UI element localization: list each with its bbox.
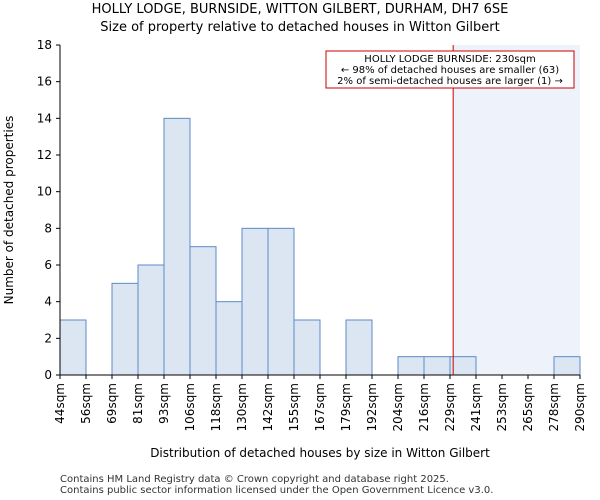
bar-118sqm — [215, 301, 243, 376]
bar-106sqm — [189, 246, 217, 376]
x-tick-label: 253sqm — [495, 383, 509, 431]
bar-216sqm — [423, 356, 451, 376]
x-tick-label: 106sqm — [183, 383, 197, 431]
x-tick-label: 229sqm — [443, 383, 457, 431]
x-tick-label: 69sqm — [105, 383, 119, 424]
bar-130sqm — [241, 227, 269, 376]
x-tick-label: 265sqm — [521, 383, 535, 431]
y-tick-label: 0 — [44, 368, 52, 382]
bar-81sqm — [137, 264, 165, 376]
x-tick-label: 241sqm — [469, 383, 483, 431]
x-tick-label: 81sqm — [131, 383, 145, 424]
y-tick-label: 10 — [37, 185, 52, 199]
bar-278sqm — [553, 356, 581, 376]
chart-title: HOLLY LODGE, BURNSIDE, WITTON GILBERT, D… — [91, 2, 509, 17]
bar-93sqm — [163, 117, 191, 376]
x-tick-label: 290sqm — [573, 383, 587, 431]
annotation-line-1: HOLLY LODGE BURNSIDE: 230sqm — [364, 54, 535, 65]
x-tick-label: 44sqm — [53, 383, 67, 424]
x-tick-label: 118sqm — [209, 383, 223, 431]
bar-179sqm — [345, 319, 373, 376]
x-axis-label: Distribution of detached houses by size … — [150, 446, 490, 460]
y-tick-label: 18 — [37, 38, 52, 52]
footer-copyright: Contains HM Land Registry data © Crown c… — [60, 474, 449, 485]
x-tick-label: 192sqm — [365, 383, 379, 431]
y-tick-label: 4 — [44, 295, 52, 309]
y-tick-label: 16 — [37, 75, 52, 89]
x-tick-label: 204sqm — [391, 383, 405, 431]
x-tick-label: 93sqm — [157, 383, 171, 424]
x-tick-label: 155sqm — [287, 383, 301, 431]
bar-69sqm — [111, 282, 139, 376]
x-tick-label: 56sqm — [79, 383, 93, 424]
footer-licence: Contains public sector information licen… — [60, 485, 494, 496]
y-axis-label: Number of detached properties — [2, 116, 16, 305]
bar-229sqm — [449, 356, 477, 376]
bar-44sqm — [59, 319, 87, 376]
annotation-line-3: 2% of semi-detached houses are larger (1… — [337, 76, 563, 87]
bar-142sqm — [267, 227, 295, 376]
y-tick-label: 6 — [44, 258, 52, 272]
x-tick-label: 130sqm — [235, 383, 249, 431]
bar-204sqm — [397, 356, 425, 376]
x-tick-label: 142sqm — [261, 383, 275, 431]
bar-155sqm — [293, 319, 321, 376]
annotation-line-2: ← 98% of detached houses are smaller (63… — [341, 65, 559, 76]
annotation-box — [325, 50, 575, 89]
highlight-region — [453, 45, 580, 375]
x-tick-label: 167sqm — [313, 383, 327, 431]
y-tick-label: 8 — [44, 221, 52, 235]
x-tick-label: 179sqm — [339, 383, 353, 431]
x-tick-label: 278sqm — [547, 383, 561, 431]
y-tick-label: 2 — [44, 331, 52, 345]
y-tick-label: 14 — [37, 111, 52, 125]
chart-subtitle: Size of property relative to detached ho… — [100, 20, 500, 35]
x-tick-label: 216sqm — [417, 383, 431, 431]
y-tick-label: 12 — [37, 148, 52, 162]
